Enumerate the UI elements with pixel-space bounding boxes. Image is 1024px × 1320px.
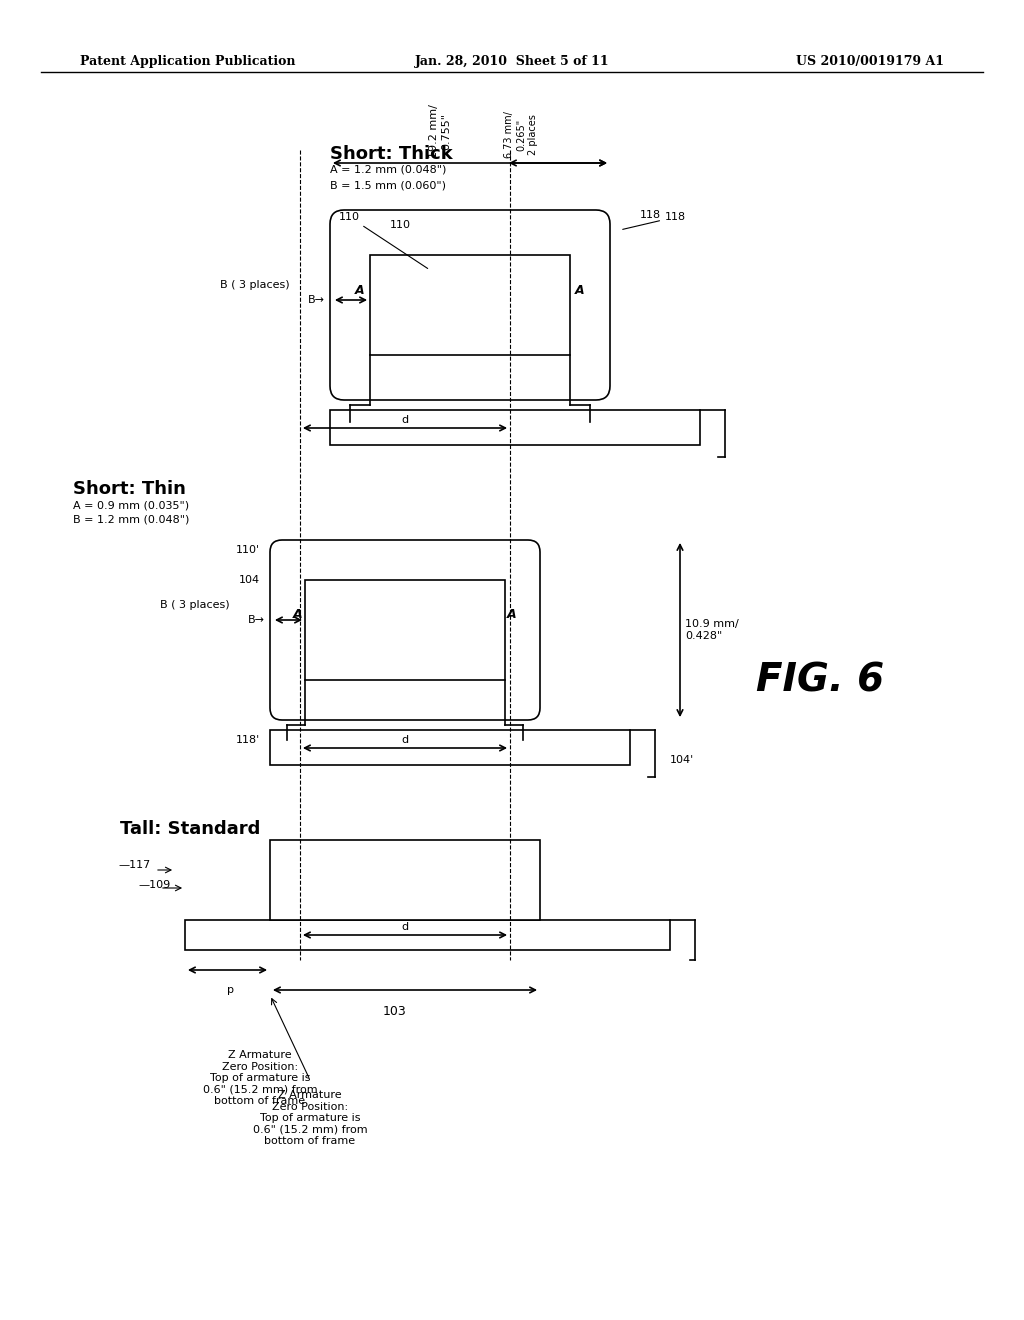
Bar xyxy=(185,920,670,950)
Text: 110: 110 xyxy=(339,213,428,268)
Bar xyxy=(370,255,570,355)
Text: 6.73 mm/
0.265"
2 places: 6.73 mm/ 0.265" 2 places xyxy=(505,111,538,158)
Text: A = 0.9 mm (0.035"): A = 0.9 mm (0.035") xyxy=(73,500,189,510)
Text: B→: B→ xyxy=(248,615,265,624)
Text: A = 1.2 mm (0.048"): A = 1.2 mm (0.048") xyxy=(330,165,446,176)
Text: B = 1.5 mm (0.060"): B = 1.5 mm (0.060") xyxy=(330,180,446,190)
Text: Short: Thick: Short: Thick xyxy=(330,145,453,162)
Text: B ( 3 places): B ( 3 places) xyxy=(161,601,230,610)
Text: Z Armature
Zero Position:
Top of armature is
0.6" (15.2 mm) from
bottom of frame: Z Armature Zero Position: Top of armatur… xyxy=(253,1090,368,1146)
Text: d: d xyxy=(401,735,409,744)
Text: Short: Thin: Short: Thin xyxy=(73,480,186,498)
Text: Tall: Standard: Tall: Standard xyxy=(120,820,260,838)
FancyBboxPatch shape xyxy=(330,210,610,400)
Text: d: d xyxy=(401,414,409,425)
Text: d: d xyxy=(401,921,409,932)
Text: B→: B→ xyxy=(308,294,325,305)
Bar xyxy=(270,730,630,766)
Text: Patent Application Publication: Patent Application Publication xyxy=(80,55,296,69)
Text: A: A xyxy=(355,284,365,297)
Text: 118: 118 xyxy=(640,210,662,220)
Text: Jan. 28, 2010  Sheet 5 of 11: Jan. 28, 2010 Sheet 5 of 11 xyxy=(415,55,609,69)
Text: 10.9 mm/
0.428": 10.9 mm/ 0.428" xyxy=(685,619,738,640)
Text: 110: 110 xyxy=(390,220,411,230)
Text: US 2010/0019179 A1: US 2010/0019179 A1 xyxy=(796,55,944,69)
Text: p: p xyxy=(226,985,233,995)
Text: A: A xyxy=(507,609,517,622)
Bar xyxy=(305,710,335,715)
Text: 118': 118' xyxy=(236,735,260,744)
Bar xyxy=(330,411,700,445)
Text: B ( 3 places): B ( 3 places) xyxy=(220,280,290,290)
Text: 118: 118 xyxy=(623,213,686,230)
FancyBboxPatch shape xyxy=(270,540,540,719)
Text: Z Armature
Zero Position:
Top of armature is
0.6" (15.2 mm) from
bottom of frame: Z Armature Zero Position: Top of armatur… xyxy=(203,1049,317,1106)
Text: A: A xyxy=(293,609,303,622)
Text: B = 1.2 mm (0.048"): B = 1.2 mm (0.048") xyxy=(73,515,189,525)
Text: 19.2 mm/
0.755": 19.2 mm/ 0.755" xyxy=(429,104,451,158)
Text: —117: —117 xyxy=(118,861,151,870)
Bar xyxy=(305,579,505,680)
Text: —109: —109 xyxy=(138,880,170,890)
Text: 103: 103 xyxy=(383,1005,407,1018)
Text: A: A xyxy=(575,284,585,297)
Bar xyxy=(270,840,540,920)
Text: FIG. 6: FIG. 6 xyxy=(756,661,884,700)
Text: 104': 104' xyxy=(670,755,694,766)
Text: 110': 110' xyxy=(236,545,260,554)
Text: 104: 104 xyxy=(239,576,260,585)
Bar xyxy=(475,710,505,715)
